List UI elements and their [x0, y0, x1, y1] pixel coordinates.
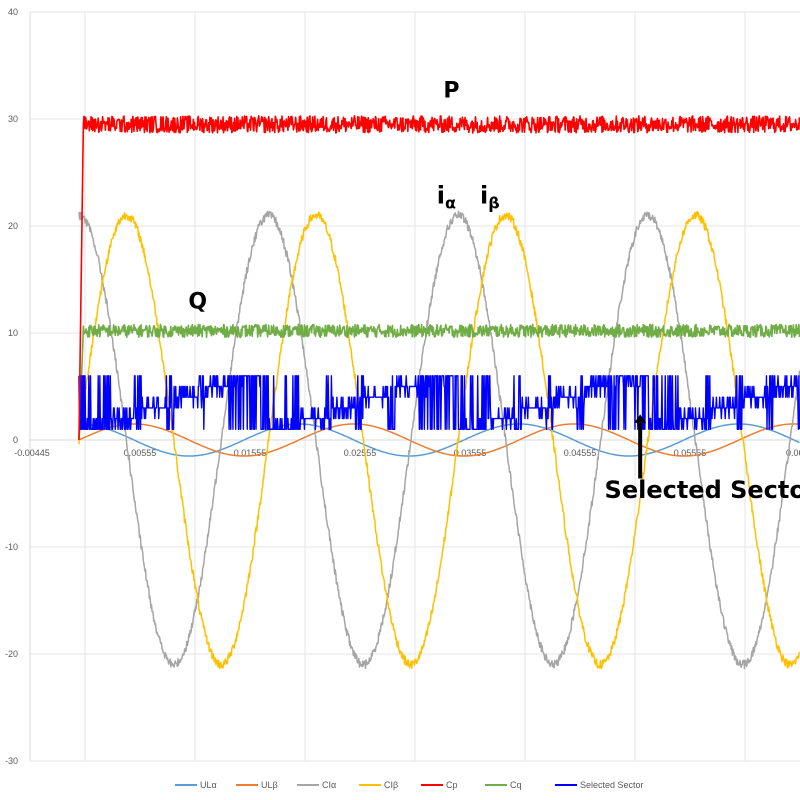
- y-tick-label: 0: [13, 435, 18, 445]
- series-line-ulβ: [78, 423, 800, 457]
- y-tick-label: -10: [5, 542, 18, 552]
- series-line-selected-sector: [78, 375, 800, 430]
- x-tick-label: 0.02555: [344, 448, 377, 458]
- legend: ULα ULβ CIα CIβ Cp Cq Selected Sector: [175, 780, 644, 790]
- legend-label-4: Cp: [446, 780, 458, 790]
- annotation-arrow-head: [634, 414, 647, 423]
- x-axis-ticks: -0.00445 0.00555 0.01555 0.02555 0.03555 0.04…: [14, 448, 800, 458]
- y-axis-ticks: 40 30 20 10 0 -10 -20 -30: [5, 7, 18, 766]
- x-tick-label: -0.00445: [14, 448, 50, 458]
- x-tick-label: 0.05555: [674, 448, 707, 458]
- legend-label-3: CIβ: [384, 780, 398, 790]
- y-tick-label: 20: [8, 221, 18, 231]
- x-tick-label: 0.04555: [564, 448, 597, 458]
- annotation-q: Q: [188, 289, 207, 314]
- annotation-selected-sector: Selected Sector: [605, 476, 800, 504]
- y-tick-label: 30: [8, 114, 18, 124]
- x-tick-label: 0.03555: [454, 448, 487, 458]
- legend-label-0: ULα: [200, 780, 217, 790]
- series-line-cp: [78, 115, 800, 441]
- legend-label-5: Cq: [510, 780, 522, 790]
- y-tick-label: -20: [5, 649, 18, 659]
- legend-label-6: Selected Sector: [580, 780, 644, 790]
- legend-label-2: CIα: [322, 780, 336, 790]
- series-lines: [78, 115, 800, 670]
- series-line-ciβ: [78, 211, 800, 670]
- annotation-p: P: [443, 79, 459, 104]
- x-tick-label: 0.00555: [124, 448, 157, 458]
- x-tick-label: 0.01555: [234, 448, 267, 458]
- y-tick-label: -30: [5, 756, 18, 766]
- y-tick-label: 40: [8, 7, 18, 17]
- series-line-cq: [78, 323, 800, 441]
- annotation-ialpha-subscript: α: [445, 194, 456, 213]
- x-tick-label: 0.065: [786, 448, 800, 458]
- series-line-ulα: [78, 423, 800, 457]
- legend-label-1: ULβ: [261, 780, 278, 790]
- annotation-ibeta-subscript: β: [488, 194, 499, 213]
- y-tick-label: 10: [8, 328, 18, 338]
